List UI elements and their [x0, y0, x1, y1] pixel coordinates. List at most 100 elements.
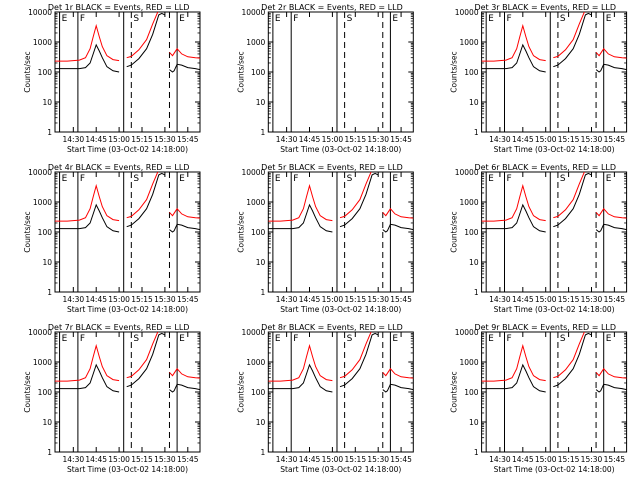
series-line-lld — [55, 332, 200, 382]
x-tick-label: 15:45 — [177, 295, 199, 304]
y-tick-label: 10000 — [455, 328, 479, 337]
y-tick-label: 1 — [474, 128, 479, 137]
y-axis-label: Counts/sec — [450, 211, 459, 252]
series-line-events — [481, 332, 627, 393]
time-marker-label: F — [293, 334, 298, 344]
time-marker-label: E — [606, 334, 612, 344]
y-axis-label: Counts/sec — [236, 371, 245, 412]
x-axis-label: Start Time (03-Oct-02 14:18:00) — [494, 305, 615, 314]
x-tick-label: 15:15 — [131, 455, 153, 464]
time-marker-label: S — [347, 14, 353, 24]
time-marker-label: E — [275, 334, 281, 344]
time-marker-label: E — [62, 174, 68, 184]
y-tick-label: 100 — [251, 68, 266, 77]
panel-title: Det 4r BLACK = Events, RED = LLD — [48, 163, 190, 172]
series-line-events — [268, 172, 414, 233]
x-tick-label: 15:45 — [604, 295, 626, 304]
y-axis-label: Counts/sec — [236, 211, 245, 252]
time-marker-label: S — [560, 334, 566, 344]
panel-title: Det 6r BLACK = Events, RED = LLD — [474, 163, 616, 172]
x-tick-label: 14:30 — [63, 455, 85, 464]
y-tick-label: 10000 — [28, 328, 52, 337]
panel-det-5: Det 5r BLACK = Events, RED = LLD 1 10 100 10… — [236, 163, 414, 314]
series-line-lld — [481, 172, 627, 222]
x-tick-label: 15:30 — [154, 135, 176, 144]
time-marker-label: E — [275, 14, 281, 24]
time-marker-label: S — [347, 174, 353, 184]
panel-title: Det 5r BLACK = Events, RED = LLD — [261, 163, 403, 172]
y-tick-label: 100 — [38, 68, 53, 77]
x-tick-label: 15:00 — [322, 455, 344, 464]
y-tick-label: 100 — [251, 228, 266, 237]
x-tick-label: 14:45 — [512, 135, 534, 144]
x-tick-label: 15:15 — [558, 135, 580, 144]
time-marker-label: F — [293, 14, 298, 24]
time-marker-label: F — [506, 334, 511, 344]
x-tick-label: 15:15 — [558, 295, 580, 304]
y-tick-label: 1000 — [460, 38, 479, 47]
series-line-lld — [481, 332, 627, 382]
x-tick-label: 14:45 — [299, 455, 321, 464]
x-axis-label: Start Time (03-Oct-02 14:18:00) — [67, 145, 188, 154]
panel-container: Det 1r BLACK = Events, RED = LLD 1 10 100 10… — [23, 3, 628, 474]
y-tick-label: 100 — [38, 388, 53, 397]
x-tick-label: 14:30 — [489, 455, 511, 464]
y-tick-label: 1 — [261, 448, 266, 457]
x-tick-label: 15:00 — [322, 295, 344, 304]
x-tick-label: 15:30 — [581, 295, 603, 304]
x-tick-label: 15:00 — [108, 135, 130, 144]
x-tick-label: 15:30 — [367, 295, 389, 304]
y-tick-label: 10 — [469, 258, 479, 267]
x-tick-label: 15:45 — [177, 135, 199, 144]
y-tick-label: 1 — [261, 128, 266, 137]
panel-det-1: Det 1r BLACK = Events, RED = LLD 1 10 100 10… — [23, 3, 201, 154]
x-tick-label: 14:45 — [85, 455, 107, 464]
y-tick-label: 10 — [256, 418, 266, 427]
x-tick-label: 14:45 — [512, 455, 534, 464]
y-tick-label: 10 — [256, 258, 266, 267]
panel-det-3: Det 3r BLACK = Events, RED = LLD 1 10 100 10… — [450, 3, 628, 154]
x-tick-label: 15:00 — [535, 295, 557, 304]
time-marker-label: E — [606, 174, 612, 184]
x-tick-label: 15:00 — [322, 135, 344, 144]
y-axis-label: Counts/sec — [450, 51, 459, 92]
time-marker-label: F — [80, 14, 85, 24]
time-marker-label: E — [179, 174, 185, 184]
series-line-events — [481, 172, 627, 233]
x-tick-label: 14:30 — [489, 295, 511, 304]
time-marker-label: E — [62, 14, 68, 24]
y-tick-label: 1000 — [33, 198, 52, 207]
y-tick-label: 100 — [464, 68, 479, 77]
y-tick-label: 1000 — [246, 198, 265, 207]
y-tick-label: 1 — [47, 128, 52, 137]
panel-title: Det 9r BLACK = Events, RED = LLD — [474, 323, 616, 332]
series-line-lld — [55, 12, 200, 62]
time-marker-label: F — [506, 174, 511, 184]
x-axis-label: Start Time (03-Oct-02 14:18:00) — [67, 305, 188, 314]
y-tick-label: 1 — [474, 448, 479, 457]
time-marker-label: E — [488, 14, 494, 24]
y-tick-label: 10000 — [241, 168, 265, 177]
series-line-events — [55, 332, 200, 393]
y-axis-label: Counts/sec — [23, 51, 32, 92]
x-tick-label: 14:30 — [489, 135, 511, 144]
x-tick-label: 15:30 — [581, 455, 603, 464]
time-marker-label: E — [488, 334, 494, 344]
time-marker-label: E — [488, 174, 494, 184]
x-axis-label: Start Time (03-Oct-02 14:18:00) — [280, 465, 401, 474]
x-tick-label: 14:45 — [299, 135, 321, 144]
x-tick-label: 15:15 — [344, 455, 366, 464]
x-tick-label: 15:45 — [604, 135, 626, 144]
panel-det-8: Det 8r BLACK = Events, RED = LLD 1 10 100 10… — [236, 323, 414, 474]
panel-title: Det 3r BLACK = Events, RED = LLD — [474, 3, 616, 12]
x-tick-label: 15:00 — [108, 295, 130, 304]
series-line-events — [268, 332, 414, 393]
x-tick-label: 15:00 — [108, 455, 130, 464]
time-marker-label: E — [179, 14, 185, 24]
panel-det-9: Det 9r BLACK = Events, RED = LLD 1 10 100 10… — [450, 323, 628, 474]
x-tick-label: 15:45 — [390, 295, 412, 304]
x-tick-label: 15:15 — [558, 455, 580, 464]
time-marker-label: E — [62, 334, 68, 344]
time-marker-label: S — [347, 334, 353, 344]
